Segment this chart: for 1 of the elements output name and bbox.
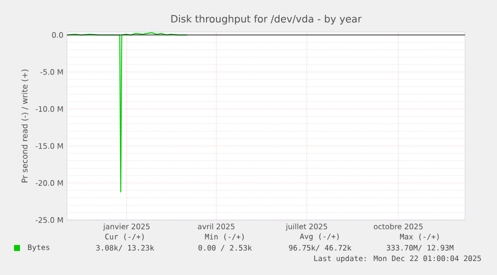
- chart-title: Disk throughput for /dev/vda - by year: [171, 14, 362, 25]
